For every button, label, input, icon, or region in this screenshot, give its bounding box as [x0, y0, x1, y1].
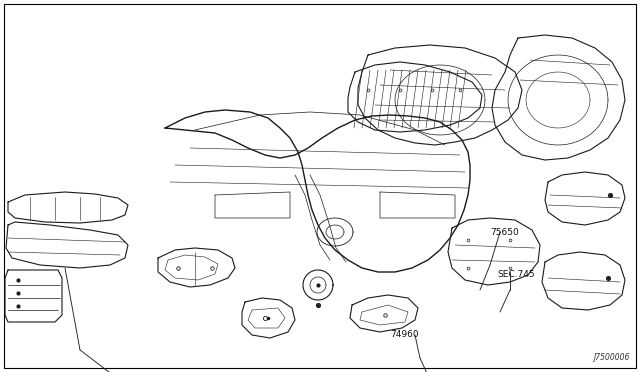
- Text: J7500006: J7500006: [594, 353, 630, 362]
- Text: 74960: 74960: [390, 330, 419, 339]
- Text: 75650: 75650: [490, 228, 519, 237]
- Text: SEC.745: SEC.745: [497, 270, 534, 279]
